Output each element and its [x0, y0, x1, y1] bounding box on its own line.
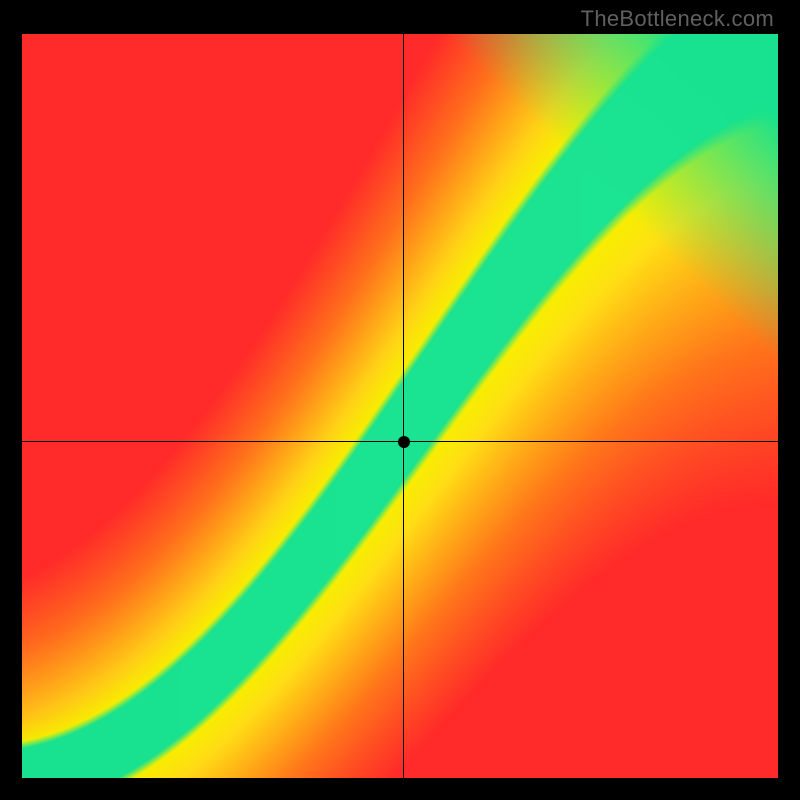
crosshair-vertical — [403, 34, 404, 778]
bottleneck-heatmap — [22, 34, 778, 778]
watermark-text: TheBottleneck.com — [581, 6, 774, 32]
crosshair-marker — [398, 436, 410, 448]
